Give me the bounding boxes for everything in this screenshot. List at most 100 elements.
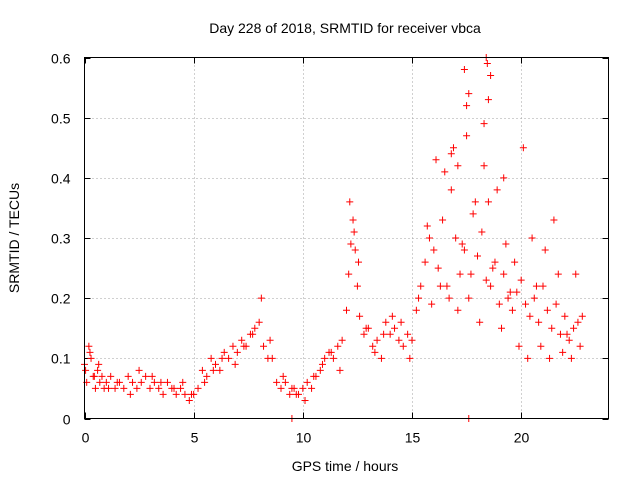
- data-point: [266, 336, 274, 344]
- data-point: [91, 384, 99, 392]
- data-point: [120, 384, 128, 392]
- data-point: [541, 246, 549, 254]
- data-point: [515, 342, 523, 350]
- data-point: [146, 384, 154, 392]
- data-point: [412, 306, 420, 314]
- data-point: [308, 384, 316, 392]
- y-tick-label: 0.5: [51, 111, 71, 127]
- data-point: [150, 378, 158, 386]
- data-point: [349, 216, 357, 224]
- data-point: [487, 282, 495, 290]
- data-point: [554, 270, 562, 278]
- data-point: [163, 378, 171, 386]
- data-point: [329, 354, 337, 362]
- y-tick-label: 0.4: [51, 171, 71, 187]
- data-point: [502, 240, 510, 248]
- data-point: [519, 144, 527, 152]
- data-point: [353, 282, 361, 290]
- data-point: [351, 246, 359, 254]
- data-point: [550, 216, 558, 224]
- data-point: [95, 360, 103, 368]
- data-point: [454, 306, 462, 314]
- x-tick-label: 15: [405, 430, 421, 446]
- data-point: [231, 360, 239, 368]
- data-point: [218, 354, 226, 362]
- data-points: [81, 54, 586, 422]
- data-point: [299, 384, 307, 392]
- data-point: [212, 360, 219, 368]
- data-point: [465, 294, 473, 302]
- data-point: [447, 150, 455, 158]
- data-point: [198, 366, 206, 374]
- data-point: [334, 342, 342, 350]
- data-point: [567, 354, 575, 362]
- data-point: [565, 336, 573, 344]
- data-point: [268, 354, 276, 362]
- data-point: [487, 72, 495, 80]
- data-point: [484, 96, 492, 104]
- x-tick-label: 20: [514, 430, 530, 446]
- data-point: [493, 186, 501, 194]
- data-point: [539, 282, 547, 290]
- data-point: [229, 342, 237, 350]
- data-point: [85, 342, 93, 350]
- data-point: [452, 234, 460, 242]
- axis-ticks: 0 5 10 15 20 0 0.1 0.2 0.3 0.4 0.5 0.6: [51, 51, 609, 446]
- data-point: [187, 390, 195, 398]
- data-point: [572, 270, 580, 278]
- data-point: [432, 156, 440, 164]
- data-point: [498, 324, 506, 332]
- data-point: [279, 372, 287, 380]
- data-point: [343, 306, 350, 314]
- data-point: [428, 300, 436, 308]
- data-point: [362, 324, 370, 332]
- data-point: [316, 366, 324, 374]
- data-point: [528, 234, 536, 242]
- data-point: [90, 372, 98, 380]
- data-point: [179, 378, 187, 386]
- data-point: [449, 144, 457, 152]
- data-point: [447, 186, 455, 194]
- data-point: [460, 66, 468, 74]
- x-tick-label: 0: [82, 430, 90, 446]
- data-point: [456, 270, 464, 278]
- data-point: [107, 372, 115, 380]
- data-point: [513, 288, 521, 296]
- data-point: [336, 366, 344, 374]
- data-point: [126, 390, 134, 398]
- data-point: [476, 318, 484, 326]
- data-point: [371, 348, 379, 356]
- data-point: [181, 390, 189, 398]
- y-tick-label: 0.2: [51, 291, 71, 307]
- data-point: [556, 330, 564, 338]
- data-point: [369, 342, 377, 350]
- data-point: [255, 318, 263, 326]
- y-tick-label: 0.1: [51, 351, 71, 367]
- data-point: [194, 384, 202, 392]
- data-point: [491, 258, 499, 266]
- data-point: [94, 366, 102, 374]
- data-point: [350, 228, 358, 236]
- data-point: [303, 378, 311, 386]
- data-point: [207, 354, 215, 362]
- y-tick-label: 0.3: [51, 231, 71, 247]
- data-point: [483, 60, 491, 68]
- data-point: [406, 354, 414, 362]
- data-point: [463, 132, 471, 140]
- data-point: [129, 378, 137, 386]
- data-point: [177, 384, 185, 392]
- data-point: [87, 354, 95, 362]
- data-point: [395, 336, 403, 344]
- data-point: [532, 282, 540, 290]
- y-tick-label: 0: [63, 412, 71, 428]
- data-point: [441, 168, 449, 176]
- data-point: [434, 264, 442, 272]
- data-point: [281, 378, 289, 386]
- data-point: [321, 354, 329, 362]
- data-point: [578, 312, 586, 320]
- data-point: [170, 384, 178, 392]
- data-point: [347, 240, 355, 248]
- data-point: [356, 312, 364, 320]
- data-point: [135, 366, 143, 374]
- data-point: [436, 282, 444, 290]
